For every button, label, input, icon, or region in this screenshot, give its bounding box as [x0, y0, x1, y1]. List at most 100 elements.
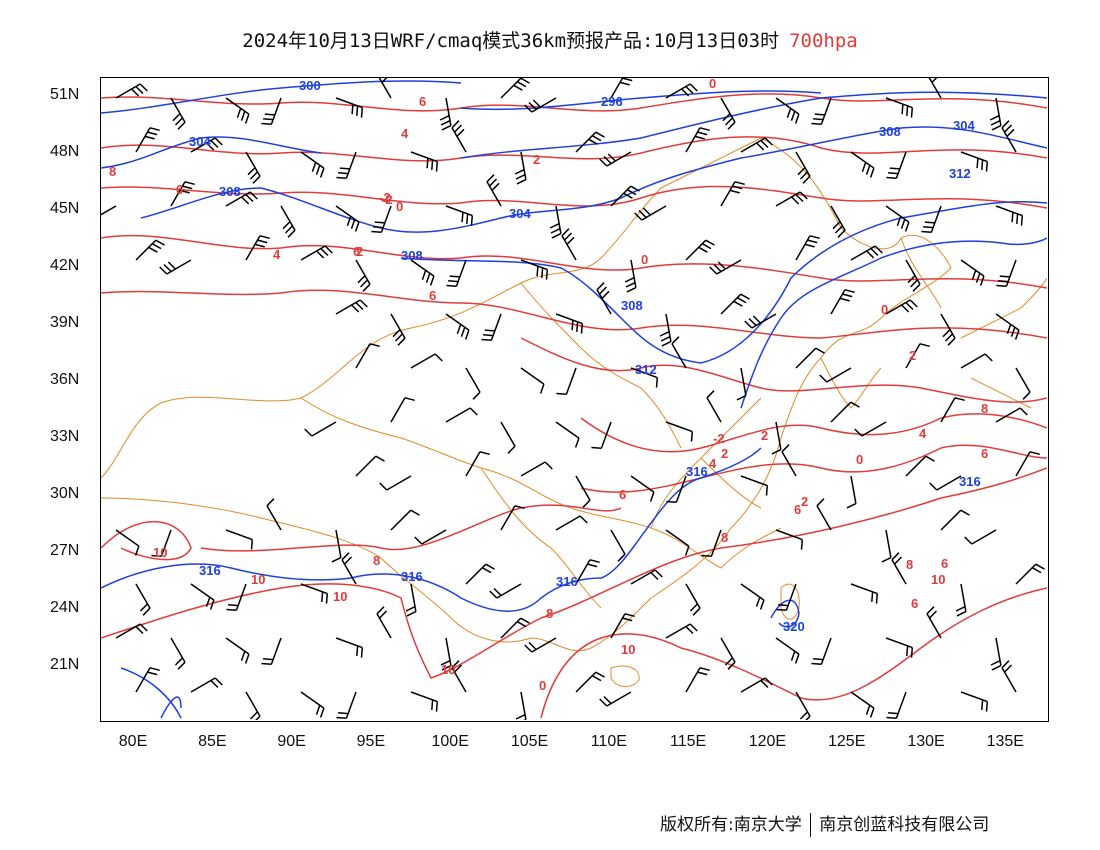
temperature-contour-label: 4 [273, 247, 281, 262]
wind-barb [610, 529, 626, 562]
wind-barb [245, 691, 261, 720]
wind-barb [928, 78, 942, 99]
wind-barb [410, 151, 439, 172]
wind-barb [190, 583, 215, 610]
wind-barb [575, 475, 591, 508]
height-contour [460, 90, 822, 111]
wind-barb [850, 151, 875, 178]
temperature-contour-label: 8 [981, 401, 988, 416]
wind-barb [665, 623, 698, 639]
wind-barb [685, 667, 710, 693]
wind-barb [1015, 563, 1045, 585]
wind-barb [101, 205, 117, 216]
height-contour-label: 296 [601, 94, 623, 109]
wind-barb [446, 259, 467, 288]
height-contour [101, 447, 762, 612]
wind-barb [245, 151, 261, 184]
wind-barb [555, 515, 588, 531]
height-contour [101, 91, 1047, 169]
wind-barb [995, 205, 1024, 226]
height-contour-label: 312 [635, 362, 657, 377]
lat-label: 30N [50, 485, 80, 502]
wind-barb [599, 151, 632, 167]
wind-barb [390, 397, 415, 423]
wind-barb [995, 407, 1028, 423]
wind-barb [465, 367, 481, 400]
country-boundaries [101, 137, 1047, 687]
height-contour-label: 308 [879, 124, 901, 139]
wind-barb [891, 552, 907, 585]
wind-barb [960, 353, 993, 369]
wind-barb [926, 606, 942, 639]
footer-separator [809, 813, 812, 837]
company-text: 南京创蓝科技有限公司 [819, 815, 990, 835]
temperature-contour-label: 6 [619, 487, 626, 502]
wind-barb [481, 313, 502, 342]
lat-label: 45N [50, 200, 80, 217]
wind-barb [886, 691, 907, 720]
lat-label: 36N [50, 371, 80, 388]
temperature-contour-label: 10 [441, 662, 455, 677]
temperature-contour-label: 4 [709, 456, 717, 471]
wind-barb [795, 691, 811, 720]
wind-barb [599, 691, 632, 707]
height-contour [740, 237, 1047, 409]
wind-barb [850, 691, 875, 718]
wind-barb [885, 205, 910, 232]
wind-barb [964, 529, 997, 545]
wind-barb [520, 461, 553, 477]
wind-barb [736, 367, 747, 401]
wind-barb [355, 259, 371, 292]
wind-barb [816, 498, 832, 531]
wind-barb [575, 559, 600, 585]
height-contour [140, 126, 1047, 233]
wind-barb [771, 421, 782, 455]
temperature-contour-label: 6 [794, 502, 801, 517]
wind-barb [610, 78, 633, 99]
wind-barb [701, 529, 722, 558]
wind-barb [300, 245, 333, 261]
wind-barb [135, 239, 165, 261]
wind-barb [630, 569, 663, 585]
temperature-contour-label: 6 [419, 94, 426, 109]
wind-barb [524, 97, 557, 113]
taiwan-island [780, 583, 800, 620]
temperature-contour-label: 0 [709, 78, 716, 91]
wind-barb [489, 583, 522, 599]
wind-barb [151, 529, 172, 558]
wind-barb [336, 691, 357, 720]
wind-barb [886, 151, 907, 180]
wind-barb [170, 637, 186, 670]
wind-barb [439, 97, 452, 131]
wind-barb [341, 552, 357, 585]
wind-barb [940, 313, 956, 346]
temperature-contour-label: 10 [333, 589, 347, 604]
lon-label: 95E [356, 733, 386, 750]
wind-barb [854, 421, 887, 437]
wind-barb [355, 343, 380, 369]
temperature-contour-label: 6 [353, 244, 360, 259]
height-contour-label: 316 [199, 563, 221, 578]
wind-barb [685, 583, 701, 616]
wind-barb [671, 336, 687, 369]
wind-barb [575, 131, 605, 153]
wind-barb [226, 583, 247, 612]
temperature-contour-label: 2 [801, 494, 808, 509]
wind-barb [776, 583, 797, 612]
height-contour-label: 316 [401, 569, 423, 584]
wind-barb [549, 205, 562, 239]
wind-barb [905, 455, 935, 477]
wind-barb [720, 97, 736, 130]
weather-map: 300 296 304 304 308 308 308 312 312 316 316 316 316 3… [101, 78, 1047, 720]
wind-barb [261, 97, 282, 126]
wind-barb [515, 691, 527, 720]
wind-barb [304, 421, 337, 437]
copyright-text: 版权所有:南京大学 [660, 815, 802, 835]
wind-barb [795, 235, 820, 261]
wind-barb [996, 259, 1017, 288]
wind-barb [335, 97, 364, 118]
temp-contour [101, 289, 1047, 339]
temperature-contour-label: 0 [641, 252, 648, 267]
wind-barb [115, 623, 148, 639]
temperature-contour-label: -2 [381, 192, 393, 207]
